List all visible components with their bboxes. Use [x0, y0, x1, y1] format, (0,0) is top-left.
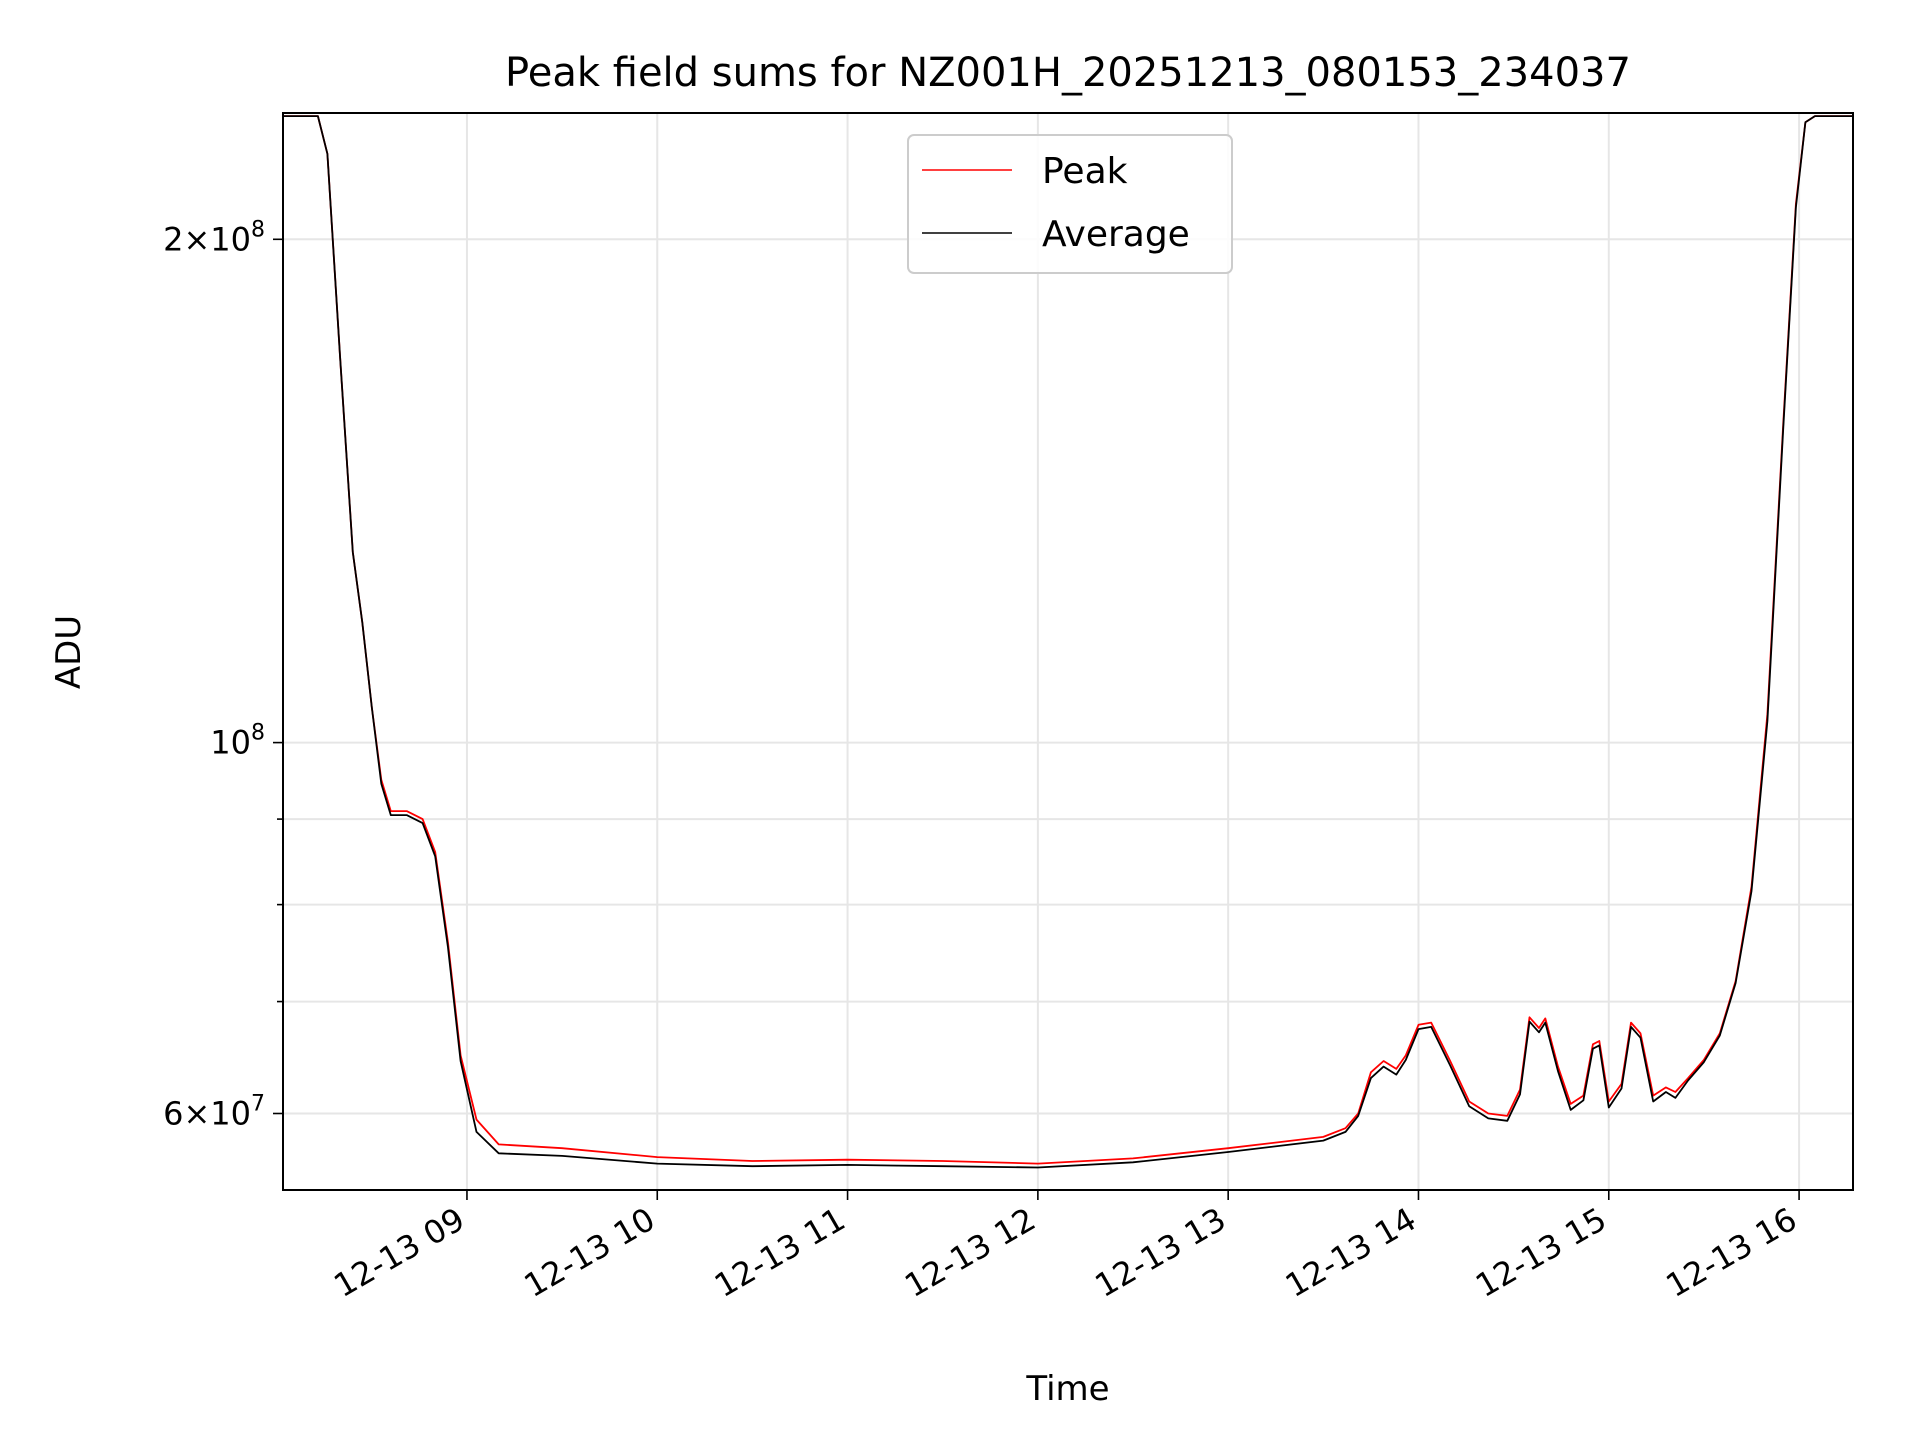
- y-tick-label: 2×108: [163, 217, 265, 258]
- legend: Peak Average: [907, 134, 1233, 274]
- legend-label-average: Average: [1042, 214, 1190, 255]
- y-tick-label: 108: [210, 721, 265, 762]
- series-line-average: [283, 115, 1853, 1169]
- x-axis-label: Time: [1025, 1369, 1109, 1409]
- series-line-peak: [283, 115, 1853, 1165]
- chart-title: Peak field sums for NZ001H_20251213_0801…: [505, 50, 1631, 96]
- plot-frame: [282, 112, 1854, 1191]
- y-axis-label: ADU: [49, 615, 89, 689]
- series-lines: [283, 115, 1853, 1169]
- legend-label-peak: Peak: [1042, 151, 1128, 192]
- y-tick-label: 6×107: [163, 1091, 265, 1132]
